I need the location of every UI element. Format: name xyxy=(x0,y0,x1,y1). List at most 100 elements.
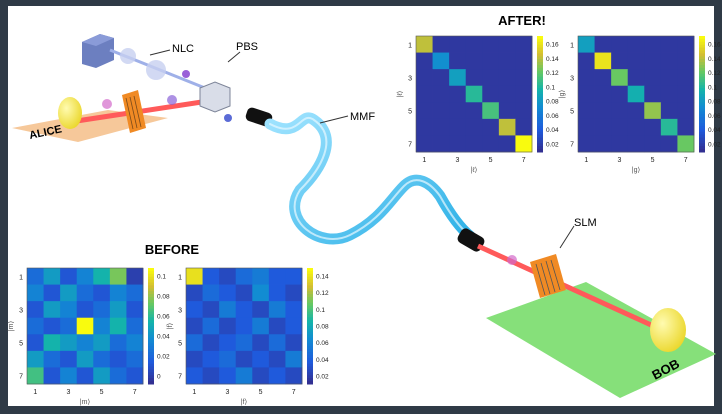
heatmap-cell xyxy=(594,36,612,53)
colorbar-tick-label: 0.14 xyxy=(546,56,559,63)
colorbar-segment xyxy=(699,65,705,69)
heatmap-cell xyxy=(498,52,516,70)
heatmap-cell xyxy=(465,135,483,153)
colorbar-tick-label: 0.06 xyxy=(546,113,559,120)
alice-slm-grating xyxy=(125,95,142,130)
heatmap-cell xyxy=(627,36,645,53)
x-tick-label: 3 xyxy=(617,157,621,164)
heatmap-cell xyxy=(93,268,111,285)
nlc-crystal xyxy=(120,48,136,64)
heatmap-cell xyxy=(186,268,203,285)
colorbar-segment xyxy=(148,294,154,298)
bob-slm-grating xyxy=(535,259,561,296)
heatmap-cell xyxy=(235,350,253,368)
colorbar-tick-label: 0.12 xyxy=(546,70,559,77)
y-tick-label: 7 xyxy=(178,374,182,381)
colorbar-segment xyxy=(307,314,313,318)
heatmap-cell xyxy=(126,268,144,285)
heatmap-cell xyxy=(432,69,450,87)
colorbar-tick-label: 0.02 xyxy=(316,374,329,381)
heatmap-cell xyxy=(498,85,516,103)
heatmap-cell xyxy=(465,69,483,87)
colorbar-segment xyxy=(537,111,543,115)
x-tick-label: 1 xyxy=(33,389,37,396)
heatmap-cell xyxy=(627,52,645,70)
heatmap-cell xyxy=(515,52,533,70)
colorbar-segment xyxy=(148,268,154,272)
heatmap-cell xyxy=(43,334,61,352)
pbs-label: PBS xyxy=(236,41,258,53)
heatmap-cell xyxy=(660,135,678,153)
colorbar-tick-label: 0.08 xyxy=(316,324,329,331)
colorbar-segment xyxy=(537,149,543,153)
heatmap-cell xyxy=(285,350,303,368)
colorbar-segment xyxy=(307,297,313,301)
colorbar-segment xyxy=(699,99,705,104)
colorbar-segment xyxy=(307,291,313,295)
colorbar-segment xyxy=(307,270,313,275)
colorbar-tick-label: 0.02 xyxy=(708,142,721,149)
heatmap-cell xyxy=(126,350,144,368)
heatmap-cell xyxy=(515,36,533,53)
colorbar-segment xyxy=(537,82,543,86)
heatmap-cell xyxy=(186,334,203,352)
heatmap-cell xyxy=(60,317,78,335)
heatmap-cell xyxy=(449,85,467,103)
heatmap-cell xyxy=(109,367,127,385)
heatmap-cell xyxy=(186,317,203,335)
colorbar-segment xyxy=(537,36,543,40)
y-tick-label: 5 xyxy=(570,109,574,116)
colorbar-segment xyxy=(699,143,705,147)
colorbar-segment xyxy=(537,140,543,144)
bob-waveplate xyxy=(507,255,517,265)
colorbar-tick-label: 0.04 xyxy=(546,127,559,134)
heatmap-cell xyxy=(76,334,94,352)
heatmap-cell xyxy=(219,284,237,302)
colorbar-tick-label: 0.14 xyxy=(708,56,721,63)
heatmap-cell xyxy=(482,52,500,70)
heatmap-cell xyxy=(93,367,111,385)
colorbar-segment xyxy=(307,372,313,376)
alice-waveplate xyxy=(167,95,177,105)
heatmap-cell xyxy=(578,85,595,103)
heatmap-cell xyxy=(611,69,629,87)
heatmap-cell xyxy=(202,350,220,368)
colorbar-segment xyxy=(699,149,705,153)
heatmap-cell xyxy=(449,102,467,120)
colorbar-segment xyxy=(699,125,705,130)
heatmap-cell xyxy=(611,36,629,53)
heatmap-cell xyxy=(126,367,144,385)
heatmap-cell xyxy=(449,52,467,70)
x-axis-label: |g⟩ xyxy=(632,166,641,174)
colorbar-segment xyxy=(537,105,543,109)
heatmap-cell xyxy=(126,334,144,352)
colorbar-tick-label: 0.1 xyxy=(708,84,717,91)
colorbar-segment xyxy=(699,70,705,75)
heatmap-cell xyxy=(252,317,270,335)
colorbar-segment xyxy=(307,331,313,336)
colorbar-segment xyxy=(537,41,543,46)
colorbar-segment xyxy=(307,326,313,330)
heatmap-cell xyxy=(416,85,433,103)
heatmap-cell xyxy=(677,102,695,120)
heatmap-cell xyxy=(252,367,270,385)
y-tick-label: 1 xyxy=(178,274,182,281)
heatmap-cell xyxy=(43,301,61,319)
colorbar-segment xyxy=(699,79,705,83)
colorbar-segment xyxy=(537,73,543,78)
colorbar-segment xyxy=(537,102,543,107)
heatmap-cell xyxy=(594,118,612,136)
y-tick-label: 3 xyxy=(570,75,574,82)
colorbar-segment xyxy=(148,288,154,292)
mmf-label: MMF xyxy=(350,111,375,123)
colorbar-segment xyxy=(699,56,705,60)
heatmap-cell xyxy=(186,284,203,302)
colorbar-tick-label: 0.12 xyxy=(708,70,721,77)
colorbar-tick-label: 0.12 xyxy=(316,290,329,297)
colorbar-segment xyxy=(148,314,154,318)
colorbar-segment xyxy=(537,76,543,80)
heatmap-cell xyxy=(644,36,662,53)
colorbar-tick-label: 0.04 xyxy=(708,127,721,134)
colorbar-segment xyxy=(537,59,543,63)
colorbar-segment xyxy=(699,62,705,66)
